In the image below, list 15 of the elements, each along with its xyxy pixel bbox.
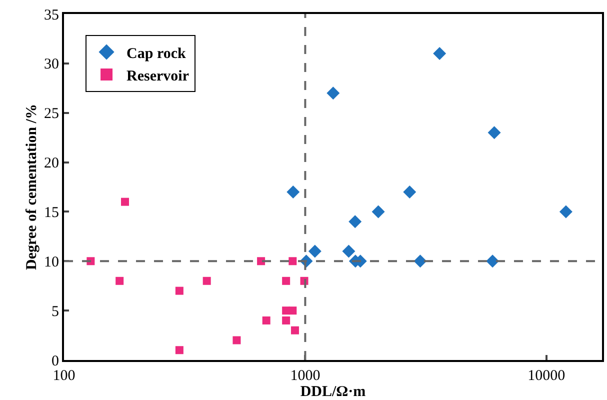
y-tick-label: 35: [44, 7, 59, 24]
y-tick-label: 20: [44, 156, 59, 172]
y-tick-label: 15: [44, 204, 59, 221]
x-tick-label: 10000: [528, 368, 566, 384]
y-tick-label: 25: [44, 106, 59, 122]
legend-label: Reservoir: [126, 68, 190, 84]
y-axis-title: Degree of cementation /%: [24, 104, 40, 270]
x-tick-label: 1000: [290, 368, 320, 384]
legend-label: Cap rock: [126, 46, 186, 62]
y-tick-label: 5: [52, 304, 59, 320]
y-tick-label: 0: [52, 353, 59, 370]
x-tick-label: 100: [52, 368, 76, 384]
x-axis-title: DDL/Ω·m: [300, 384, 366, 400]
y-tick-label: 30: [44, 56, 59, 73]
y-tick-label: 10: [44, 254, 59, 270]
